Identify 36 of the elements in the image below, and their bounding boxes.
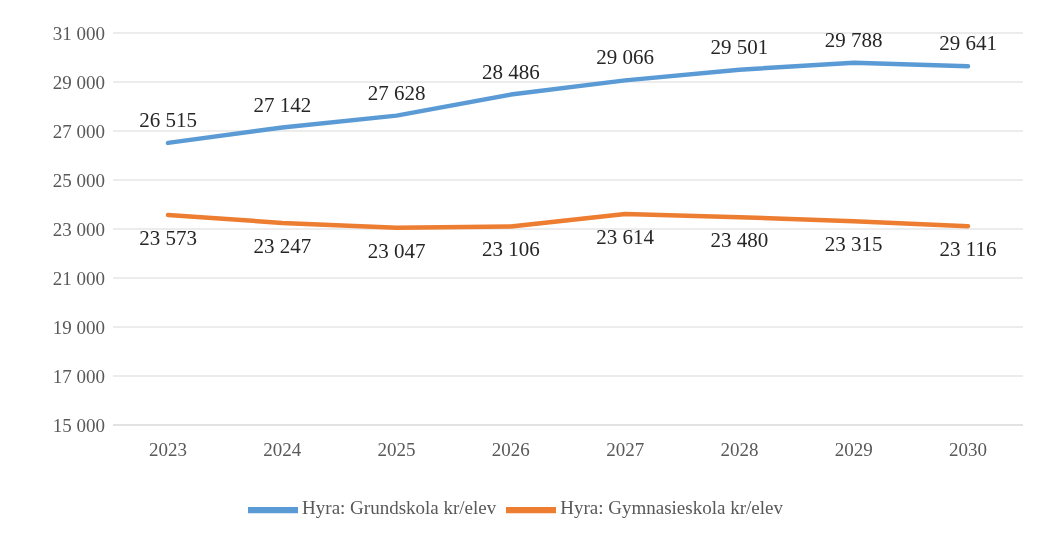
y-tick-label: 17 000: [52, 365, 105, 387]
y-tick-label: 21 000: [52, 267, 105, 289]
data-label: 23 573: [139, 225, 197, 250]
data-label: 23 047: [367, 238, 426, 263]
data-label: 26 515: [139, 107, 197, 132]
line-series: [165, 211, 971, 231]
y-tick-label: 19 000: [52, 316, 105, 338]
y-tick-label: 31 000: [52, 22, 105, 44]
data-label: 23 116: [939, 237, 997, 262]
y-tick-label: 23 000: [52, 218, 105, 240]
y-tick-label: 25 000: [52, 169, 105, 191]
x-tick-label: 2024: [263, 439, 302, 461]
data-label: 23 106: [481, 237, 540, 262]
x-tick-label: 2030: [949, 439, 987, 461]
y-tick-label: 27 000: [52, 120, 105, 142]
data-label: 28 486: [481, 59, 540, 84]
x-tick-label: 2026: [491, 439, 530, 461]
data-label: 27 142: [253, 92, 312, 117]
data-label: 23 614: [596, 224, 655, 249]
y-tick-label: 15 000: [52, 414, 105, 436]
legend-label: Hyra: Gymnasieskola kr/elev: [560, 497, 783, 519]
data-label: 23 315: [824, 232, 883, 257]
x-tick-label: 2028: [720, 439, 759, 461]
y-tick-label: 29 000: [52, 71, 105, 93]
x-tick-label: 2027: [606, 439, 645, 461]
data-label: 29 641: [939, 31, 997, 56]
legend-label: Hyra: Grundskola kr/elev: [302, 497, 497, 519]
x-tick-label: 2029: [834, 439, 873, 461]
data-label: 23 480: [710, 228, 769, 253]
data-label: 27 628: [367, 80, 426, 105]
data-label: 29 066: [596, 45, 655, 70]
x-tick-label: 2023: [149, 439, 187, 461]
data-label: 29 788: [824, 27, 883, 52]
data-label: 23 247: [253, 233, 312, 258]
x-tick-label: 2025: [377, 439, 416, 461]
data-label: 29 501: [710, 34, 769, 59]
